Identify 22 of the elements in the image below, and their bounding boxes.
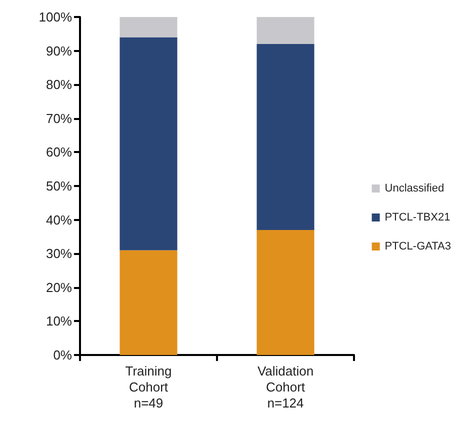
y-tick-label: 40%: [46, 212, 72, 228]
bar: [120, 17, 178, 38]
y-tick-label: 100%: [38, 10, 72, 24]
bar: [120, 250, 178, 355]
bar: [256, 230, 314, 355]
y-tick-label: 20%: [46, 280, 72, 295]
y-tick-label: 90%: [46, 43, 72, 58]
y-tick-label: 80%: [46, 77, 72, 92]
bar: [256, 17, 314, 44]
legend-label: PTCL-GATA3: [384, 240, 452, 252]
x-tick-label: Training Cohort n=49: [125, 364, 172, 410]
legend-label: PTCL-TBX21: [384, 212, 450, 224]
bar: [256, 44, 314, 230]
y-tick-label: 0%: [53, 348, 72, 362]
x-tick-label: Validation Cohort n=124: [257, 364, 314, 410]
bar: [120, 37, 178, 250]
y-tick-label: 10%: [46, 314, 72, 329]
y-tick-label: 30%: [46, 246, 72, 262]
legend-label: Unclassified: [384, 182, 444, 194]
y-tick-label: 70%: [46, 110, 72, 126]
y-tick-label: 60%: [46, 144, 72, 160]
y-tick-label: 50%: [46, 178, 72, 194]
